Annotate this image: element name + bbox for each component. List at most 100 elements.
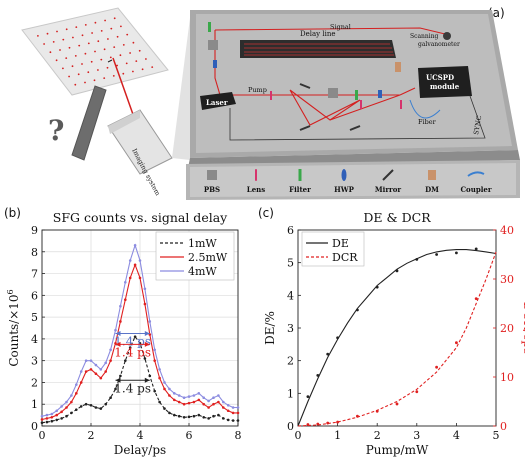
data-point bbox=[202, 402, 205, 406]
data-point bbox=[168, 387, 171, 391]
data-point bbox=[45, 413, 49, 417]
data-point bbox=[133, 335, 137, 339]
y-tick-label: 3 bbox=[287, 322, 294, 335]
fwhm-label: 1.4 ps bbox=[114, 345, 151, 359]
target-dot bbox=[84, 24, 87, 26]
data-point bbox=[375, 285, 379, 289]
target-dot bbox=[56, 30, 58, 33]
legend-box bbox=[301, 231, 365, 267]
y-right-tick-label: 20 bbox=[500, 322, 514, 335]
target-dot bbox=[122, 72, 125, 75]
data-point bbox=[133, 243, 137, 247]
data-point bbox=[84, 359, 88, 362]
panel-a-setup-illustration: ? Imaging system Delay line bbox=[21, 7, 520, 200]
data-point bbox=[173, 413, 176, 417]
data-point bbox=[84, 370, 88, 373]
arrow-head bbox=[115, 330, 121, 336]
target-dot bbox=[132, 70, 134, 73]
data-point bbox=[128, 346, 132, 349]
data-point bbox=[119, 374, 122, 378]
pump-label: Pump bbox=[248, 86, 267, 94]
filter-icon bbox=[298, 169, 302, 181]
data-point bbox=[104, 402, 107, 406]
target-dot bbox=[90, 60, 93, 63]
data-point bbox=[124, 359, 127, 362]
laser-label: Laser bbox=[206, 98, 228, 107]
data-point bbox=[75, 383, 78, 386]
target-dot bbox=[145, 58, 147, 60]
panel-b-label: (b) bbox=[4, 206, 21, 220]
y-tick-label: 7 bbox=[31, 268, 38, 281]
data-point bbox=[65, 406, 68, 409]
y-right-tick-label: 0 bbox=[500, 420, 507, 433]
target-dot bbox=[103, 77, 106, 79]
data-point bbox=[226, 418, 230, 422]
data-point bbox=[177, 394, 181, 397]
x-tick-label: 6 bbox=[186, 429, 193, 442]
data-point bbox=[114, 387, 117, 391]
data-point bbox=[356, 308, 359, 312]
mirror-icon bbox=[382, 169, 394, 181]
data-point bbox=[114, 328, 117, 332]
data-point bbox=[236, 411, 240, 415]
target-dot bbox=[84, 52, 87, 55]
data-point bbox=[89, 368, 93, 371]
y-tick-label: 5 bbox=[287, 257, 294, 270]
fiber-cable bbox=[409, 99, 441, 119]
target-dot bbox=[68, 75, 70, 78]
data-point bbox=[153, 389, 156, 393]
data-point bbox=[40, 418, 44, 421]
data-point bbox=[99, 407, 103, 410]
target-dot bbox=[104, 19, 106, 22]
data-point bbox=[109, 359, 112, 362]
data-point bbox=[143, 287, 147, 291]
data-point bbox=[148, 374, 152, 378]
data-point bbox=[222, 417, 225, 420]
laser-box: Laser bbox=[200, 92, 236, 110]
target-dot bbox=[138, 49, 141, 52]
target-dot bbox=[78, 44, 81, 47]
y-right-tick-label: 40 bbox=[500, 224, 514, 237]
legend-label: Filter bbox=[289, 185, 311, 194]
data-point bbox=[395, 269, 399, 273]
data-point bbox=[158, 400, 161, 404]
y-right-axis-label: DCR/cps bbox=[521, 302, 525, 354]
optical-components bbox=[208, 22, 451, 131]
obstacle-plate bbox=[71, 85, 107, 161]
target-dot bbox=[122, 44, 125, 46]
fwhm-annotation: 1.4 ps bbox=[114, 377, 151, 395]
target-dot bbox=[74, 55, 77, 57]
delay-line: Delay line bbox=[240, 30, 396, 58]
data-point bbox=[336, 336, 339, 340]
data-point bbox=[104, 370, 107, 373]
target-dot bbox=[116, 64, 118, 67]
y-tick-label: 9 bbox=[31, 224, 38, 237]
data-point bbox=[192, 394, 196, 397]
target-plate bbox=[21, 7, 169, 96]
data-point bbox=[375, 409, 379, 413]
legend-label: 4mW bbox=[188, 265, 217, 278]
legend-label: DCR bbox=[332, 251, 358, 264]
y-tick-label: 3 bbox=[31, 355, 38, 368]
target-dot bbox=[100, 30, 103, 32]
y-tick-label: 4 bbox=[287, 289, 294, 302]
x-tick-label: 2 bbox=[374, 429, 381, 442]
target-dot bbox=[91, 32, 93, 34]
data-point bbox=[143, 357, 147, 360]
data-point bbox=[158, 368, 161, 371]
data-point bbox=[94, 372, 98, 376]
data-point bbox=[94, 363, 98, 367]
scanning-galvanometer-label: Scanning galvanometer bbox=[410, 33, 460, 48]
data-point bbox=[104, 361, 107, 365]
y-tick-label: 0 bbox=[31, 420, 38, 433]
data-point bbox=[60, 405, 63, 408]
data-point bbox=[177, 400, 181, 404]
pbs-cube-icon bbox=[207, 170, 217, 180]
target-dot bbox=[65, 28, 68, 31]
target-dot bbox=[59, 49, 61, 51]
data-point bbox=[415, 258, 419, 261]
x-tick-label: 1 bbox=[334, 429, 341, 442]
target-dot bbox=[84, 81, 86, 84]
data-point bbox=[168, 394, 171, 397]
target-dot bbox=[72, 36, 74, 39]
